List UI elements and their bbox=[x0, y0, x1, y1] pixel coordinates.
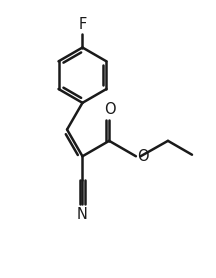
Text: F: F bbox=[78, 17, 87, 32]
Text: N: N bbox=[77, 207, 88, 222]
Text: O: O bbox=[105, 102, 116, 117]
Text: O: O bbox=[138, 149, 149, 164]
